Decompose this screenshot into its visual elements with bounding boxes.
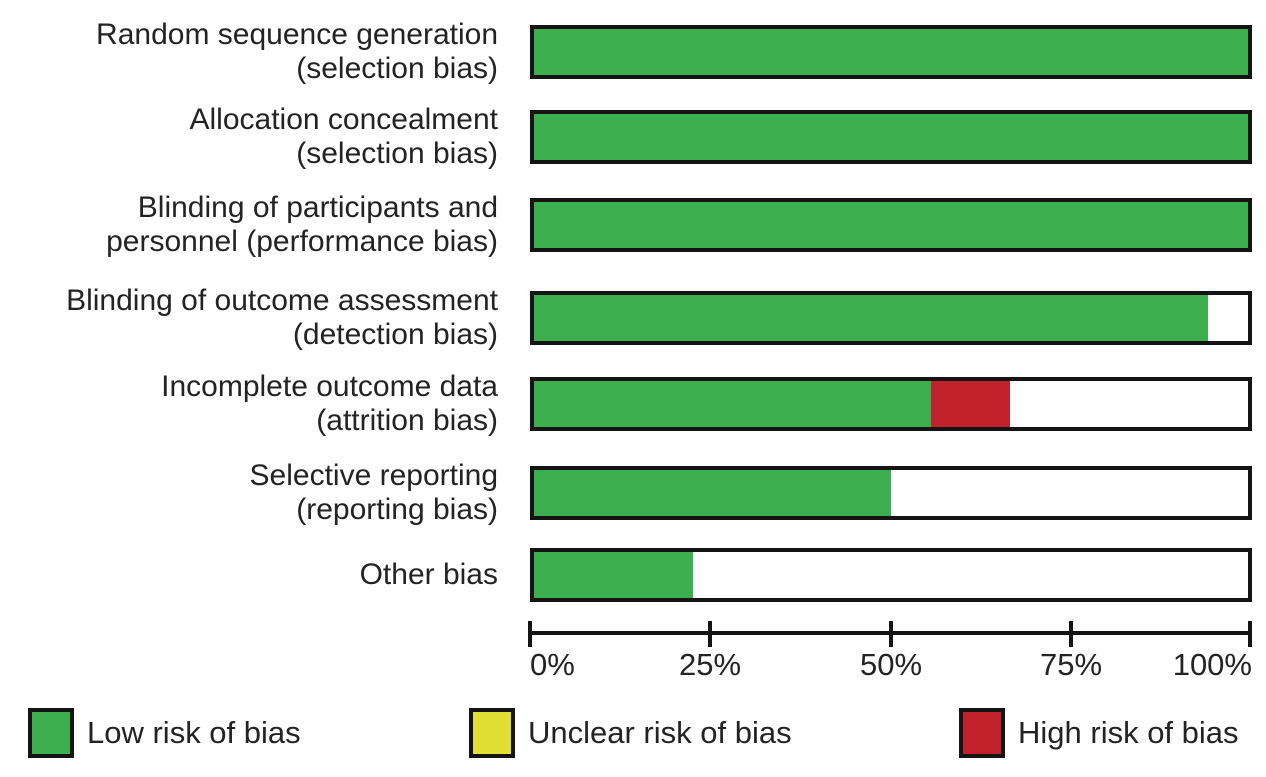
- axis-tick-label: 0%: [530, 647, 575, 682]
- chart-row: Allocation concealment (selection bias): [0, 103, 1266, 170]
- stacked-bar: [530, 377, 1252, 431]
- axis-tick-mark: [708, 621, 712, 647]
- bar-segment-low-risk: [534, 381, 931, 427]
- legend-item-low-risk: Low risk of bias: [28, 708, 301, 758]
- legend-label: Unclear risk of bias: [528, 715, 792, 750]
- chart-row: Blinding of participants and personnel (…: [0, 191, 1266, 258]
- row-label-line2: personnel (performance bias): [106, 225, 498, 258]
- row-label-line1: Random sequence generation: [96, 18, 498, 51]
- chart-row: Other bias: [0, 548, 1266, 602]
- row-label-line1: Allocation concealment: [189, 103, 498, 136]
- row-label-line1: Blinding of participants and: [137, 191, 498, 224]
- row-label-line2: (reporting bias): [296, 493, 498, 526]
- legend-swatch-low-risk: [28, 708, 74, 758]
- stacked-bar: [530, 198, 1252, 252]
- row-label: Random sequence generation (selection bi…: [0, 18, 498, 85]
- stacked-bar: [530, 548, 1252, 602]
- legend-item-high-risk: High risk of bias: [959, 708, 1239, 758]
- bar-segment-high-risk: [930, 381, 1011, 427]
- legend-label: High risk of bias: [1018, 715, 1239, 750]
- bar-segment-low-risk: [534, 470, 891, 516]
- bar-segment-low-risk: [534, 114, 1248, 160]
- axis-tick-mark: [1069, 621, 1073, 647]
- axis-tick-label: 100%: [1172, 647, 1252, 682]
- axis-tick-label: 25%: [678, 647, 742, 682]
- stacked-bar: [530, 25, 1252, 79]
- row-label: Blinding of participants and personnel (…: [0, 191, 498, 258]
- legend-swatch-unclear-risk: [469, 708, 515, 758]
- row-label: Other bias: [0, 548, 498, 602]
- bar-segment-low-risk: [534, 295, 1209, 341]
- row-label: Incomplete outcome data (attrition bias): [0, 370, 498, 437]
- stacked-bar: [530, 110, 1252, 164]
- row-label-line1: Other bias: [359, 558, 498, 591]
- row-label-line2: (attrition bias): [316, 404, 498, 437]
- axis-tick-label: 50%: [859, 647, 923, 682]
- axis-tick-label: 75%: [1039, 647, 1103, 682]
- row-label-line1: Incomplete outcome data: [161, 370, 498, 403]
- legend-swatch-high-risk: [959, 708, 1005, 758]
- row-label-line2: (detection bias): [292, 318, 498, 351]
- chart-row: Blinding of outcome assessment (detectio…: [0, 284, 1266, 351]
- bar-segment-low-risk: [534, 552, 693, 598]
- row-label-line1: Blinding of outcome assessment: [66, 284, 498, 317]
- legend-item-unclear-risk: Unclear risk of bias: [469, 708, 792, 758]
- legend-label: Low risk of bias: [87, 715, 301, 750]
- row-label-line1: Selective reporting: [249, 459, 498, 492]
- row-label: Selective reporting (reporting bias): [0, 459, 498, 526]
- axis-tick-mark: [889, 621, 893, 647]
- row-label: Blinding of outcome assessment (detectio…: [0, 284, 498, 351]
- bar-segment-low-risk: [534, 29, 1248, 75]
- chart-row: Incomplete outcome data (attrition bias): [0, 370, 1266, 437]
- stacked-bar: [530, 466, 1252, 520]
- row-label-line2: (selection bias): [296, 137, 498, 170]
- chart-row: Random sequence generation (selection bi…: [0, 18, 1266, 85]
- bar-segment-low-risk: [534, 202, 1248, 248]
- row-label-line2: (selection bias): [296, 52, 498, 85]
- axis-tick-mark: [528, 621, 532, 647]
- row-label: Allocation concealment (selection bias): [0, 103, 498, 170]
- axis-tick-mark: [1248, 621, 1252, 647]
- stacked-bar: [530, 291, 1252, 345]
- chart-row: Selective reporting (reporting bias): [0, 459, 1266, 526]
